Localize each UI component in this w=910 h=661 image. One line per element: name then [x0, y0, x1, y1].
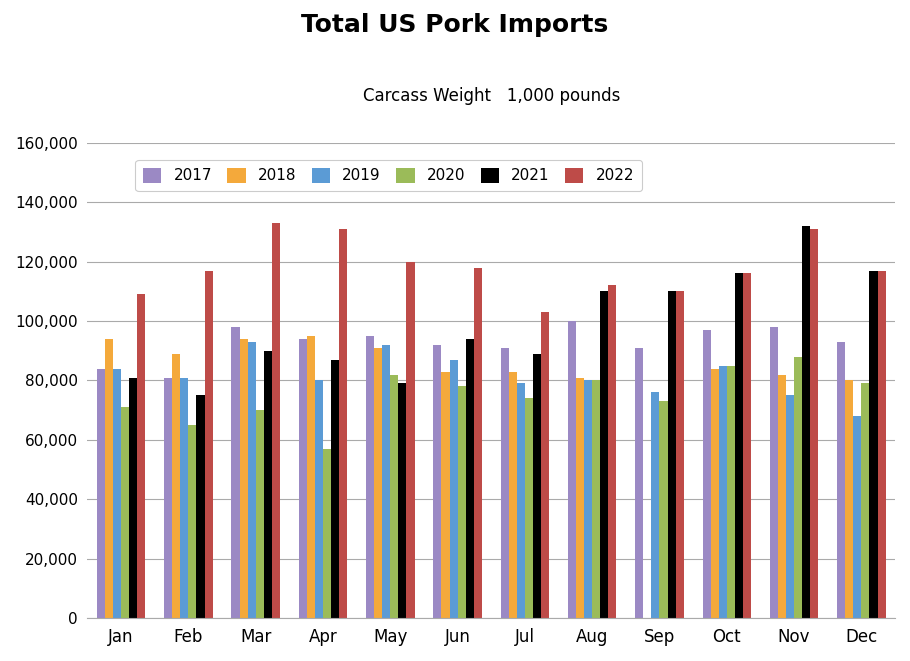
Bar — [239, 339, 248, 618]
Bar — [794, 357, 802, 618]
Bar — [869, 270, 877, 618]
Title: Carcass Weight   1,000 pounds: Carcass Weight 1,000 pounds — [362, 87, 620, 105]
Bar — [660, 401, 668, 618]
Bar — [188, 425, 197, 618]
Bar — [450, 360, 458, 618]
Bar — [517, 383, 525, 618]
Bar — [248, 342, 256, 618]
Bar — [390, 375, 399, 618]
Bar — [635, 348, 643, 618]
Bar — [735, 274, 743, 618]
Legend: 2017, 2018, 2019, 2020, 2021, 2022: 2017, 2018, 2019, 2020, 2021, 2022 — [136, 160, 642, 191]
Bar — [727, 366, 735, 618]
Bar — [231, 327, 239, 618]
Bar — [129, 377, 137, 618]
Bar — [652, 393, 660, 618]
Bar — [675, 292, 683, 618]
Bar — [307, 336, 315, 618]
Bar — [441, 371, 450, 618]
Bar — [339, 229, 348, 618]
Bar — [568, 321, 576, 618]
Bar — [862, 383, 869, 618]
Bar — [407, 262, 415, 618]
Bar — [533, 354, 541, 618]
Bar — [837, 342, 845, 618]
Bar — [584, 381, 592, 618]
Bar — [668, 292, 675, 618]
Bar — [399, 383, 407, 618]
Bar — [121, 407, 129, 618]
Bar — [180, 377, 188, 618]
Bar — [501, 348, 509, 618]
Bar — [778, 375, 786, 618]
Bar — [164, 377, 172, 618]
Bar — [272, 223, 280, 618]
Bar — [474, 268, 481, 618]
Bar — [592, 381, 601, 618]
Bar — [810, 229, 818, 618]
Bar — [466, 339, 474, 618]
Bar — [608, 286, 616, 618]
Bar — [172, 354, 180, 618]
Bar — [743, 274, 751, 618]
Bar — [576, 377, 584, 618]
Bar — [854, 416, 862, 618]
Bar — [877, 270, 885, 618]
Bar — [105, 339, 113, 618]
Bar — [433, 345, 441, 618]
Bar — [711, 369, 719, 618]
Bar — [770, 327, 778, 618]
Bar — [458, 387, 466, 618]
Bar — [601, 292, 608, 618]
Bar — [382, 345, 390, 618]
Bar — [541, 312, 549, 618]
Bar — [137, 294, 146, 618]
Bar — [323, 449, 331, 618]
Bar — [786, 395, 794, 618]
Bar — [703, 330, 711, 618]
Bar — [525, 399, 533, 618]
Bar — [298, 339, 307, 618]
Bar — [719, 366, 727, 618]
Bar — [374, 348, 382, 618]
Bar — [315, 381, 323, 618]
Bar — [96, 369, 105, 618]
Bar — [509, 371, 517, 618]
Text: Total US Pork Imports: Total US Pork Imports — [301, 13, 609, 37]
Bar — [197, 395, 205, 618]
Bar — [331, 360, 339, 618]
Bar — [366, 336, 374, 618]
Bar — [113, 369, 121, 618]
Bar — [205, 270, 213, 618]
Bar — [256, 410, 264, 618]
Bar — [802, 226, 810, 618]
Bar — [264, 351, 272, 618]
Bar — [845, 381, 854, 618]
